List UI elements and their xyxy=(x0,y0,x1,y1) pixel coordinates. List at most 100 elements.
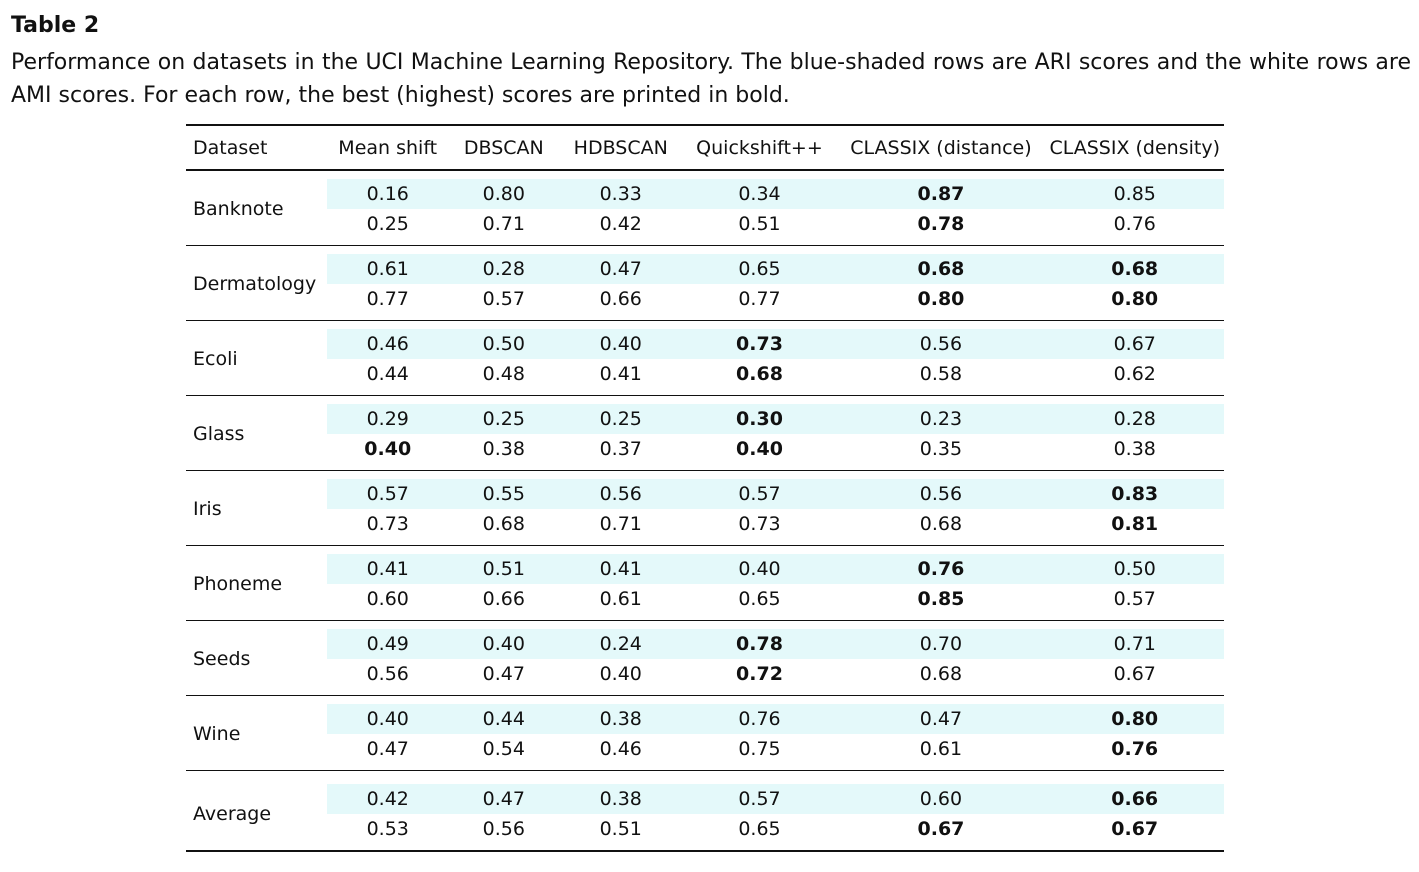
ari-score-cell: 0.28 xyxy=(1045,404,1224,434)
dataset-ami-row: 0.40 0.38 0.37 0.40 0.35 0.38 xyxy=(186,434,1224,464)
ari-score-cell: 0.29 xyxy=(326,404,449,434)
ari-score-cell: 0.67 xyxy=(1045,329,1224,359)
ami-score-cell: 0.57 xyxy=(1045,584,1224,614)
dataset-ami-row: 0.73 0.68 0.71 0.73 0.68 0.81 xyxy=(186,509,1224,539)
ami-score-cell: 0.58 xyxy=(836,359,1046,389)
row-spacer xyxy=(186,239,1224,246)
ami-score-cell: 0.77 xyxy=(682,284,837,314)
ami-score-cell: 0.68 xyxy=(448,509,559,539)
ari-score-cell: 0.68 xyxy=(836,254,1046,284)
ari-score-cell: 0.47 xyxy=(558,254,683,284)
ari-score-cell: 0.33 xyxy=(558,179,683,209)
row-spacer xyxy=(186,689,1224,696)
dataset-name: Glass xyxy=(186,404,327,464)
ami-score-cell: 0.77 xyxy=(326,284,449,314)
dataset-name: Iris xyxy=(186,479,327,539)
ari-score-cell: 0.34 xyxy=(682,179,837,209)
ari-score-cell: 0.25 xyxy=(448,404,559,434)
ari-score-cell: 0.78 xyxy=(682,629,837,659)
row-spacer xyxy=(186,246,1224,255)
ari-score-cell: 0.47 xyxy=(836,704,1046,734)
header-mean-shift: Mean shift xyxy=(338,136,438,159)
ari-score-cell: 0.28 xyxy=(448,254,559,284)
ari-score-cell: 0.57 xyxy=(326,479,449,509)
ami-score-cell: 0.57 xyxy=(448,284,559,314)
average-ami-row: 0.53 0.56 0.51 0.65 0.67 0.67 xyxy=(186,814,1224,844)
ari-score-cell: 0.71 xyxy=(1045,629,1224,659)
ari-score-cell: 0.76 xyxy=(836,554,1046,584)
row-spacer xyxy=(186,621,1224,630)
ami-score-cell: 0.68 xyxy=(836,509,1046,539)
ami-score-cell: 0.68 xyxy=(836,659,1046,689)
ami-score-cell: 0.61 xyxy=(836,734,1046,764)
ami-score-cell: 0.35 xyxy=(836,434,1046,464)
header-row: Dataset Mean shift DBSCAN HDBSCAN Quicks… xyxy=(186,125,1224,170)
ari-score-cell: 0.85 xyxy=(1045,179,1224,209)
header-classix-density: CLASSIX (density) xyxy=(1049,136,1220,159)
row-spacer xyxy=(186,764,1224,771)
ami-score-cell: 0.41 xyxy=(558,359,683,389)
ami-score-cell: 0.60 xyxy=(326,584,449,614)
row-spacer xyxy=(186,464,1224,471)
ami-score-cell: 0.61 xyxy=(558,584,683,614)
header-hdbscan: HDBSCAN xyxy=(573,136,668,159)
ari-score-cell: 0.30 xyxy=(682,404,837,434)
ari-score-cell: 0.42 xyxy=(326,784,449,814)
ami-score-cell: 0.65 xyxy=(682,814,837,844)
ari-score-cell: 0.38 xyxy=(558,784,683,814)
ami-score-cell: 0.51 xyxy=(558,814,683,844)
table-caption-text: Performance on datasets in the UCI Machi… xyxy=(11,50,1411,108)
dataset-name: Wine xyxy=(186,704,327,764)
dataset-ari-row: Dermatology 0.61 0.28 0.47 0.65 0.68 0.68 xyxy=(186,254,1224,314)
ari-score-cell: 0.55 xyxy=(448,479,559,509)
table-body: Banknote 0.16 0.80 0.33 0.34 0.87 0.85 0.25 0.71… xyxy=(186,170,1224,851)
ari-score-cell: 0.40 xyxy=(326,704,449,734)
ami-score-cell: 0.42 xyxy=(558,209,683,239)
ami-score-cell: 0.51 xyxy=(682,209,837,239)
row-spacer xyxy=(186,170,1224,179)
ari-score-cell: 0.80 xyxy=(448,179,559,209)
ari-score-cell: 0.49 xyxy=(326,629,449,659)
dataset-ami-row: 0.25 0.71 0.42 0.51 0.78 0.76 xyxy=(186,209,1224,239)
row-spacer xyxy=(186,471,1224,480)
dataset-ari-row: Seeds 0.49 0.40 0.24 0.78 0.70 0.71 xyxy=(186,629,1224,689)
ari-score-cell: 0.61 xyxy=(326,254,449,284)
header-quickshift: Quickshift++ xyxy=(696,136,823,159)
ari-score-cell: 0.57 xyxy=(682,784,837,814)
results-table: Dataset Mean shift DBSCAN HDBSCAN Quicks… xyxy=(186,124,1224,852)
row-spacer xyxy=(186,389,1224,396)
ari-score-cell: 0.60 xyxy=(836,784,1046,814)
ari-score-cell: 0.25 xyxy=(558,404,683,434)
ami-score-cell: 0.76 xyxy=(1045,209,1224,239)
row-spacer xyxy=(186,321,1224,330)
ari-score-cell: 0.66 xyxy=(1045,784,1224,814)
ami-score-cell: 0.48 xyxy=(448,359,559,389)
row-spacer xyxy=(186,614,1224,621)
ari-score-cell: 0.44 xyxy=(448,704,559,734)
ami-score-cell: 0.53 xyxy=(326,814,449,844)
dataset-name: Seeds xyxy=(186,629,327,689)
average-ari-row: Average 0.42 0.47 0.38 0.57 0.60 0.66 xyxy=(186,784,1224,844)
ami-score-cell: 0.67 xyxy=(1045,814,1224,844)
ari-score-cell: 0.73 xyxy=(682,329,837,359)
ari-score-cell: 0.57 xyxy=(682,479,837,509)
ari-score-cell: 0.70 xyxy=(836,629,1046,659)
header-classix-distance: CLASSIX (distance) xyxy=(850,136,1032,159)
ari-score-cell: 0.46 xyxy=(326,329,449,359)
ari-score-cell: 0.50 xyxy=(1045,554,1224,584)
row-spacer xyxy=(186,776,1224,784)
ami-score-cell: 0.37 xyxy=(558,434,683,464)
ami-score-cell: 0.40 xyxy=(558,659,683,689)
row-spacer xyxy=(186,314,1224,321)
ami-score-cell: 0.68 xyxy=(682,359,837,389)
dataset-ami-row: 0.77 0.57 0.66 0.77 0.80 0.80 xyxy=(186,284,1224,314)
average-label: Average xyxy=(186,784,327,844)
ari-score-cell: 0.50 xyxy=(448,329,559,359)
dataset-ami-row: 0.56 0.47 0.40 0.72 0.68 0.67 xyxy=(186,659,1224,689)
ami-score-cell: 0.38 xyxy=(448,434,559,464)
ari-score-cell: 0.41 xyxy=(326,554,449,584)
row-spacer xyxy=(186,844,1224,851)
dataset-ari-row: Glass 0.29 0.25 0.25 0.30 0.23 0.28 xyxy=(186,404,1224,464)
ami-score-cell: 0.71 xyxy=(448,209,559,239)
ami-score-cell: 0.44 xyxy=(326,359,449,389)
